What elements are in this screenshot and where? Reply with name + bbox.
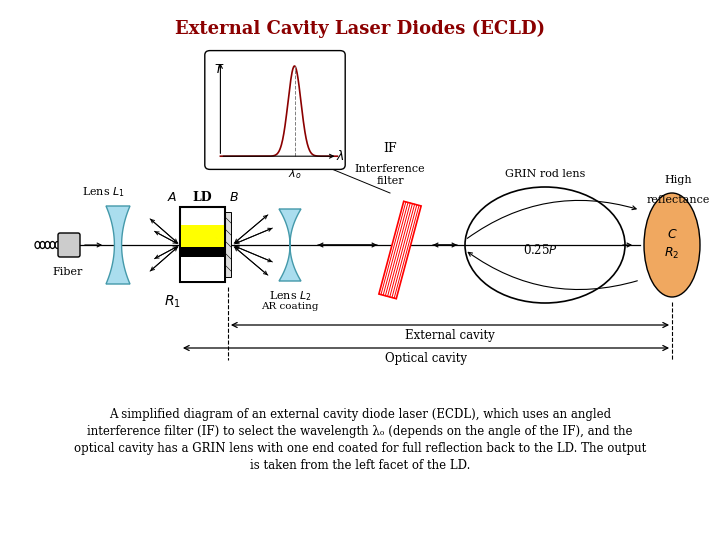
Bar [181, 257, 224, 281]
Text: GRIN rod lens: GRIN rod lens [505, 169, 585, 179]
Text: External Cavity Laser Diodes (ECLD): External Cavity Laser Diodes (ECLD) [175, 20, 545, 38]
Text: filter: filter [376, 176, 404, 186]
Text: AR coating: AR coating [261, 302, 319, 311]
Polygon shape [379, 201, 421, 299]
Text: Optical cavity: Optical cavity [385, 352, 467, 365]
Text: A simplified diagram of an external cavity diode laser (ECDL), which uses an ang: A simplified diagram of an external cavi… [109, 408, 611, 421]
Polygon shape [279, 209, 301, 281]
Ellipse shape [644, 193, 700, 297]
Text: IF: IF [383, 142, 397, 155]
Text: Fiber: Fiber [53, 267, 84, 277]
Bar [181, 247, 224, 257]
Bar [180, 207, 225, 282]
Text: $A$: $A$ [166, 191, 177, 204]
Text: optical cavity has a GRIN lens with one end coated for full reflection back to t: optical cavity has a GRIN lens with one … [74, 442, 646, 455]
Text: reflectance: reflectance [647, 195, 710, 205]
Text: $B$: $B$ [229, 191, 239, 204]
Polygon shape [106, 206, 130, 284]
Text: $R_2$: $R_2$ [665, 246, 680, 261]
Text: $T$: $T$ [214, 63, 225, 76]
Text: $C$: $C$ [667, 228, 678, 241]
Text: Lens $L_1$: Lens $L_1$ [81, 185, 125, 199]
Text: LD: LD [192, 191, 212, 204]
Text: interference filter (IF) to select the wavelength λₒ (depends on the angle of th: interference filter (IF) to select the w… [87, 425, 633, 438]
Text: High: High [664, 175, 692, 185]
Text: Interference: Interference [355, 164, 426, 174]
Text: $\lambda$: $\lambda$ [336, 149, 344, 163]
Text: External cavity: External cavity [405, 329, 495, 342]
Bar [181, 225, 224, 247]
Text: $\lambda_o$: $\lambda_o$ [288, 167, 301, 181]
FancyBboxPatch shape [204, 51, 345, 170]
FancyBboxPatch shape [58, 233, 80, 257]
Text: is taken from the left facet of the LD.: is taken from the left facet of the LD. [250, 459, 470, 472]
Bar [225, 212, 231, 277]
Text: Lens $L_2$: Lens $L_2$ [269, 289, 311, 303]
Text: 0.25$P$: 0.25$P$ [523, 243, 557, 257]
Text: $R_1$: $R_1$ [163, 294, 181, 310]
